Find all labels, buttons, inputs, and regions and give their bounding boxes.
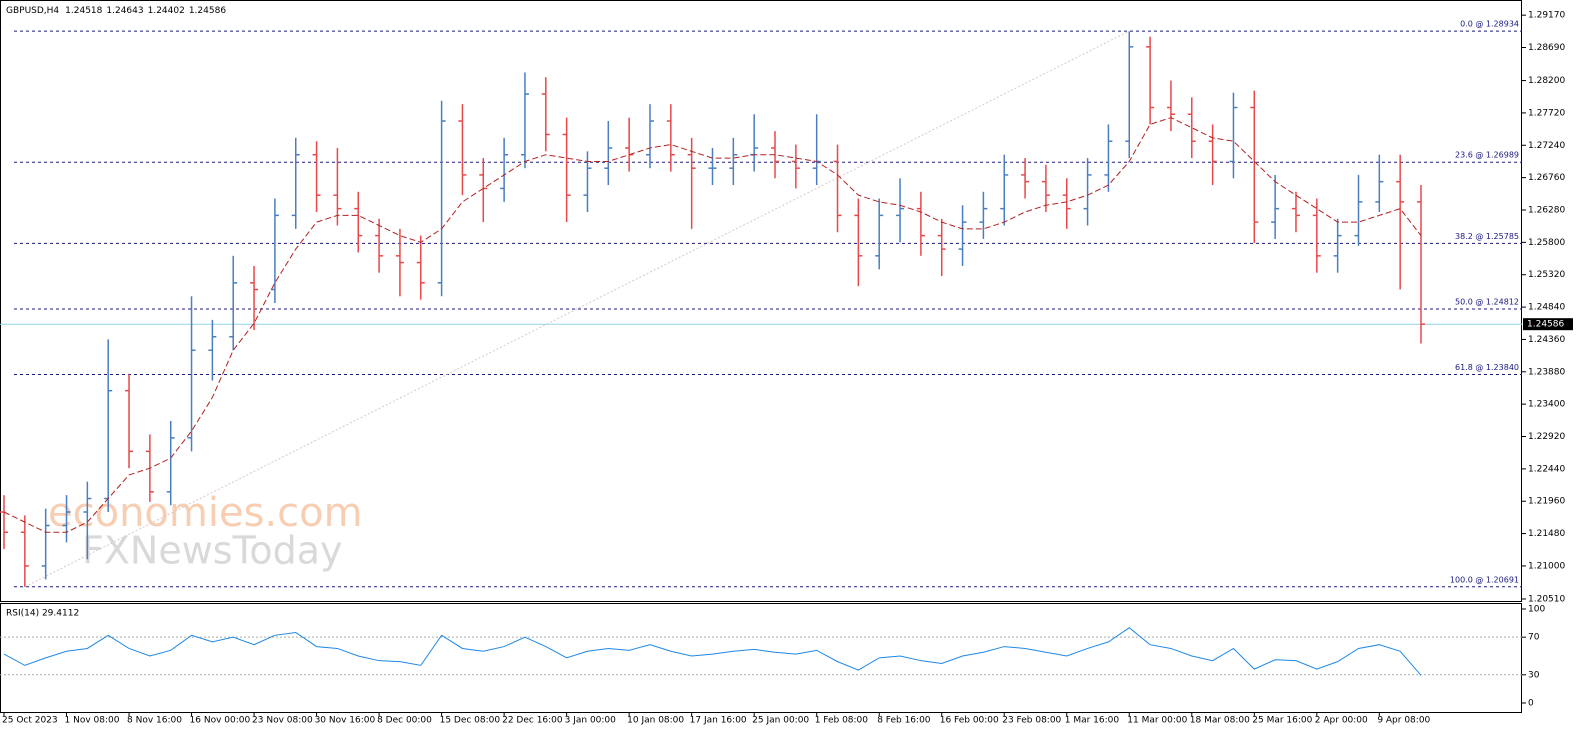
x-tick-label: 15 Dec 08:00 xyxy=(440,716,501,726)
x-tick-label: 25 Jan 00:00 xyxy=(752,716,809,726)
x-tick-label: 22 Dec 16:00 xyxy=(502,716,563,726)
rsi-line xyxy=(3,627,1422,676)
x-tick-label: 23 Nov 08:00 xyxy=(252,716,313,726)
y-tick-label: 1.20510 xyxy=(1528,594,1565,604)
fib-label: 38.2 @ 1.25785 xyxy=(1455,232,1519,241)
x-tick-label: 2 Apr 00:00 xyxy=(1315,716,1368,726)
y-tick-label: 1.25800 xyxy=(1528,238,1565,248)
y-tick-label: 1.23400 xyxy=(1528,400,1565,410)
watermark: economies.com xyxy=(48,490,363,536)
y-tick-label: 1.28690 xyxy=(1528,43,1565,53)
y-tick-label: 1.22440 xyxy=(1528,464,1565,474)
fib-label: 23.6 @ 1.26989 xyxy=(1455,151,1519,160)
last-price-label: 1.24586 xyxy=(1527,320,1564,330)
y-tick-label: 1.21960 xyxy=(1528,497,1565,507)
y-tick-label: 1.26280 xyxy=(1528,205,1565,215)
close-value: 1.24586 xyxy=(189,6,226,16)
x-tick-label: 8 Nov 16:00 xyxy=(127,716,182,726)
x-tick-label: 23 Feb 08:00 xyxy=(1002,716,1061,726)
x-tick-label: 17 Jan 16:00 xyxy=(690,716,747,726)
chart-header: GBPUSD,H4 1.24518 1.24643 1.24402 1.24586 xyxy=(6,6,226,16)
y-tick-label: 1.29170 xyxy=(1528,11,1565,21)
y-tick-label: 1.25320 xyxy=(1528,270,1565,280)
y-tick-label: 1.26760 xyxy=(1528,173,1565,183)
y-tick-label: 1.27720 xyxy=(1528,108,1565,118)
x-tick-label: 18 Mar 08:00 xyxy=(1190,716,1250,726)
watermark: FXNewsToday xyxy=(82,529,342,573)
symbol: GBPUSD,H4 xyxy=(6,6,59,16)
x-tick-label: 9 Apr 08:00 xyxy=(1377,716,1430,726)
low-value: 1.24402 xyxy=(148,6,185,16)
y-tick-label: 30 xyxy=(1528,670,1540,680)
x-tick-label: 1 Nov 08:00 xyxy=(65,716,120,726)
x-tick-label: 3 Jan 00:00 xyxy=(565,716,617,726)
open-value: 1.24518 xyxy=(65,6,102,16)
y-tick-label: 1.23880 xyxy=(1528,367,1565,377)
fib-label: 0.0 @ 1.28934 xyxy=(1460,20,1519,29)
high-value: 1.24643 xyxy=(106,6,143,16)
y-tick-label: 1.24360 xyxy=(1528,335,1565,345)
rsi-panel xyxy=(0,603,1522,713)
y-tick-label: 1.27240 xyxy=(1528,141,1565,151)
rsi-title: RSI(14) 29.4112 xyxy=(6,609,79,619)
fib-label: 100.0 @ 1.20691 xyxy=(1450,575,1519,584)
x-tick-label: 16 Nov 00:00 xyxy=(190,716,251,726)
x-tick-label: 8 Dec 00:00 xyxy=(377,716,432,726)
x-tick-label: 11 Mar 00:00 xyxy=(1127,716,1187,726)
y-tick-label: 100 xyxy=(1528,604,1545,614)
y-tick-label: 70 xyxy=(1528,633,1540,643)
x-tick-label: 25 Mar 16:00 xyxy=(1252,716,1312,726)
x-tick-label: 1 Mar 16:00 xyxy=(1065,716,1120,726)
x-tick-label: 16 Feb 00:00 xyxy=(940,716,999,726)
y-tick-label: 1.22920 xyxy=(1528,432,1565,442)
x-tick-label: 30 Nov 16:00 xyxy=(315,716,376,726)
x-tick-label: 25 Oct 2023 xyxy=(2,716,58,726)
y-tick-label: 1.21480 xyxy=(1528,529,1565,539)
fib-label: 50.0 @ 1.24812 xyxy=(1455,297,1519,306)
y-tick-label: 1.21000 xyxy=(1528,561,1565,571)
y-tick-label: 1.24840 xyxy=(1528,303,1565,313)
x-tick-label: 1 Feb 08:00 xyxy=(815,716,869,726)
y-tick-label: 1.28200 xyxy=(1528,76,1565,86)
x-tick-label: 10 Jan 08:00 xyxy=(627,716,684,726)
y-tick-label: 0 xyxy=(1528,698,1534,708)
moving-average xyxy=(3,117,1422,533)
fib-label: 61.8 @ 1.23840 xyxy=(1455,363,1519,372)
x-tick-label: 8 Feb 16:00 xyxy=(877,716,931,726)
last-price-box xyxy=(1523,318,1573,331)
